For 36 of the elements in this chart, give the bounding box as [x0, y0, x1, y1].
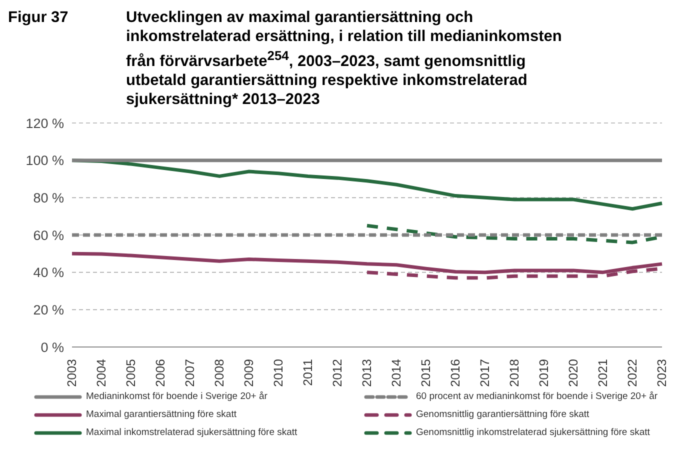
x-tick-label: 2021 — [596, 359, 610, 387]
chart-subtitle: Utvecklingen av maximal garantiersättning och inkomstrelaterad ersättning, i relation till medianinkomsten från förvärvsarbete$^{254}$, 2003–2023, samt genomsnittlig utbetald garantiersättning respektive inkomstrelaterad sjukersättning* 2013–2023 — [126, 8, 563, 110]
legend-label: Genomsnittlig inkomstrelaterad sjukersättning före skatt — [416, 427, 650, 438]
x-tick-label: 2012 — [330, 359, 344, 387]
chart-title: Figur 37 — [8, 8, 70, 28]
x-tick-label: 2011 — [301, 359, 315, 386]
x-tick-label: 2018 — [508, 359, 522, 387]
y-tick-label: 0 % — [40, 340, 64, 355]
y-tick-label: 120 % — [26, 116, 64, 131]
x-tick-label: 2016 — [448, 359, 462, 387]
y-tick-label: 20 % — [33, 302, 64, 318]
legend-label: Maximal inkomstrelaterad sjukersättning före skatt — [86, 427, 298, 438]
x-tick-label: 2005 — [124, 359, 138, 387]
y-tick-label: 80 % — [33, 190, 64, 206]
x-tick-label: 2020 — [566, 359, 580, 387]
legend-label: 60 procent av medianinkomst för boende i Sverige 20+ år — [416, 391, 658, 402]
legend-label: Maximal garantiersättning före skatt — [86, 409, 236, 420]
y-tick-label: 60 % — [33, 228, 64, 243]
x-tick-label: 2022 — [626, 359, 640, 387]
legend-label: Genomsnittlig garantiersättning före skatt — [416, 409, 590, 420]
x-tick-label: 2009 — [242, 359, 256, 387]
legend-label: Medianinkomst för boende i Sverige 20+ år — [86, 391, 268, 402]
y-tick-label: 40 % — [33, 265, 64, 280]
x-tick-label: 2006 — [154, 359, 168, 387]
x-tick-label: 2007 — [183, 359, 197, 387]
x-tick-label: 2008 — [212, 359, 226, 387]
y-tick-label: 100 % — [26, 153, 64, 168]
x-tick-label: 2013 — [360, 359, 374, 387]
x-tick-label: 2019 — [537, 359, 551, 387]
x-tick-label: 2015 — [419, 359, 433, 387]
x-tick-label: 2014 — [390, 359, 404, 387]
x-tick-label: 2017 — [478, 359, 492, 387]
x-tick-label: 2003 — [65, 359, 79, 387]
x-tick-label: 2010 — [272, 359, 286, 387]
x-tick-label: 2004 — [94, 359, 108, 387]
x-tick-label: 2023 — [655, 359, 669, 387]
